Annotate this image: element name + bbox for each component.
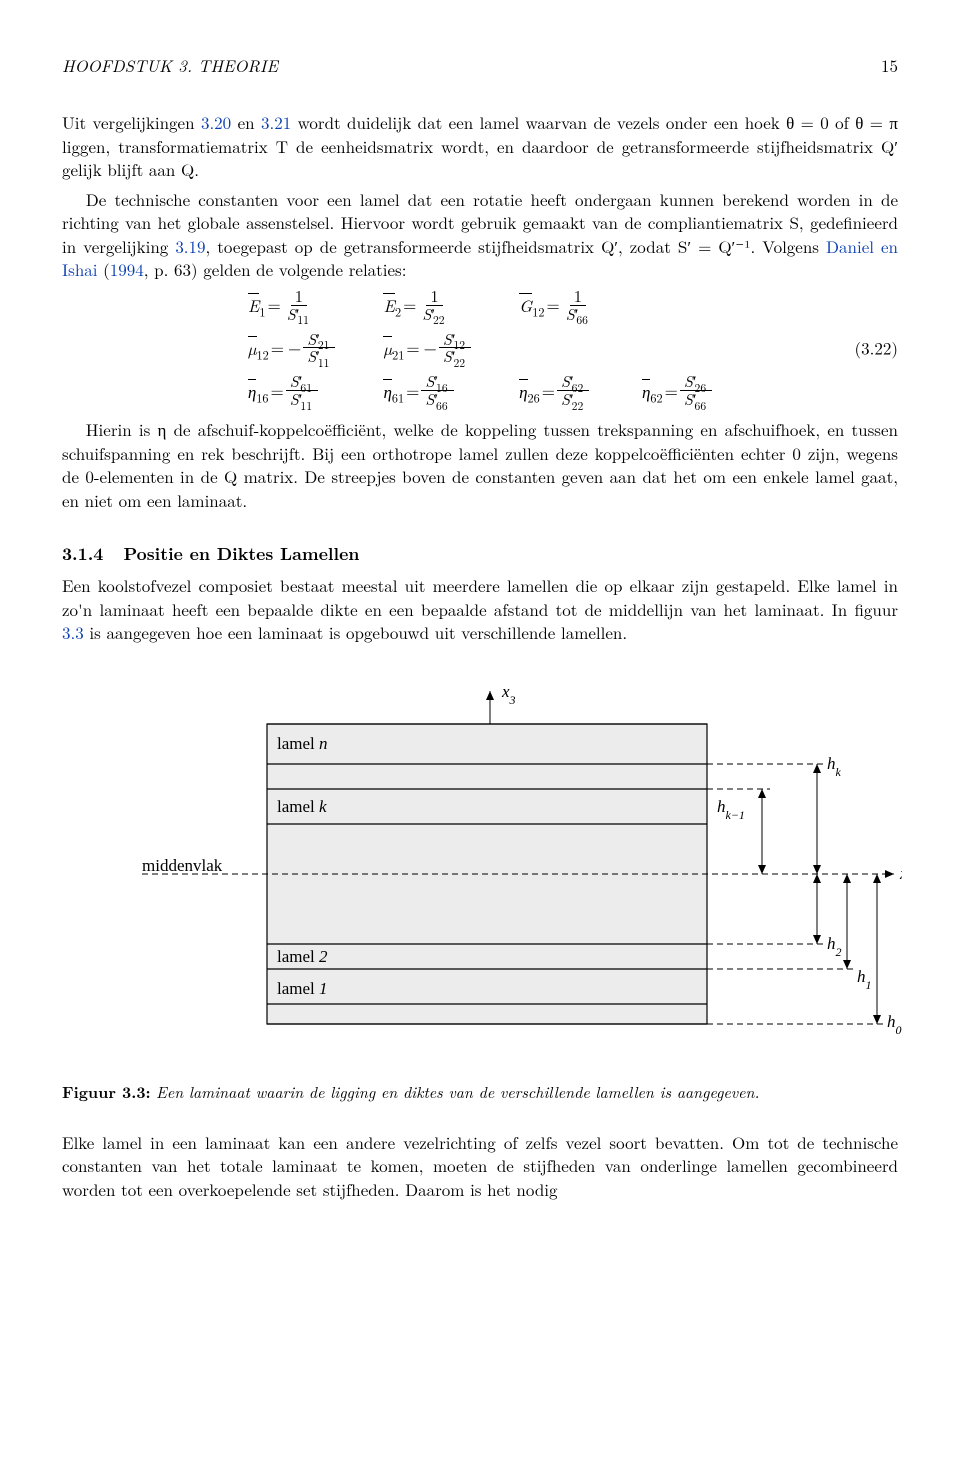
para2-mid1: , toegepast op de getransformeerde stijf… [206,234,826,258]
para4-pre: Een koolstofvezel composiet bestaat mees… [62,573,898,620]
figure-3-3: lamel nlamel klamel 2lamel 1middenvlakx2… [62,669,898,1103]
svg-text:x3: x3 [501,682,516,707]
para2-tail: , p. 63) gelden de volgende relaties: [144,257,407,281]
equation-cell: µ12= −S′21S′11 [248,331,336,366]
para-2: De technische constanten voor een lamel … [62,188,898,282]
eqref-3-19[interactable]: 3.19 [175,234,205,258]
svg-text:h2: h2 [827,934,842,959]
para-5: Elke lamel in een laminaat kan een ander… [62,1131,898,1201]
svg-text:lamel n: lamel n [277,734,328,753]
svg-text:lamel k: lamel k [277,797,327,816]
svg-text:lamel 2: lamel 2 [277,947,328,966]
svg-text:h1: h1 [857,967,872,992]
equation-cell: E1= 1S′11 [248,288,336,323]
svg-text:hk−1: hk−1 [717,797,745,822]
page-header: HOOFDSTUK 3. THEORIE 15 [62,54,898,77]
equation-cell: η61= S′16S′66 [383,373,471,408]
equation-cell: G12= 1S′66 [519,288,594,323]
para-4: Een koolstofvezel composiet bestaat mees… [62,574,898,644]
figref-3-3[interactable]: 3.3 [62,620,84,644]
figure-caption: Figuur 3.3: Een laminaat waarin de liggi… [62,1081,898,1103]
para1-lead: Uit vergelijkingen [62,110,201,134]
equation-cell: µ21= −S′12S′22 [383,331,471,366]
eqref-3-21[interactable]: 3.21 [261,110,291,134]
equation-cell: η16= S′61S′11 [248,373,336,408]
section-heading: 3.1.4 Positie en Diktes Lamellen [62,542,898,566]
section-title: Positie en Diktes Lamellen [123,541,359,566]
figure-caption-label: Figuur 3.3: [62,1080,151,1103]
para-3: Hierin is η de afschuif-koppelcoëfficiën… [62,418,898,512]
para-1: Uit vergelijkingen 3.20 en 3.21 wordt du… [62,111,898,181]
eqref-3-20[interactable]: 3.20 [201,110,231,134]
equation-cell: E2= 1S′22 [383,288,471,323]
laminate-diagram: lamel n lamel k lamel 2 lamel 1 middenvlak x2… [62,669,902,1069]
svg-text:middenvlak: middenvlak [142,856,223,875]
svg-text:h0: h0 [887,1012,902,1037]
equation-cell [642,331,712,366]
para1-mid1: en [231,110,261,134]
equation-3-22: E1= 1S′11 E2= 1S′22 G12= 1S′66 µ12= −S′21S′… [62,288,898,409]
equation-number: (3.22) [855,336,898,359]
para4-post: is aangegeven hoe een laminaat is opgebo… [84,620,627,644]
para2-paren: ( [98,257,110,281]
cite-year[interactable]: 1994 [110,257,144,281]
equation-cell [642,288,712,323]
section-number: 3.1.4 [62,541,103,566]
equation-cell: η26= S′62S′22 [519,373,594,408]
svg-text:lamel 1: lamel 1 [277,979,328,998]
header-chapter: HOOFDSTUK 3. THEORIE [62,54,278,77]
svg-text:hk: hk [827,754,842,779]
page-number: 15 [881,54,898,77]
equation-cell: η62= S′26S′66 [642,373,712,408]
equation-cell [519,331,594,366]
figure-caption-body: Een laminaat waarin de ligging en diktes… [156,1080,759,1103]
svg-text:x2: x2 [899,864,902,889]
